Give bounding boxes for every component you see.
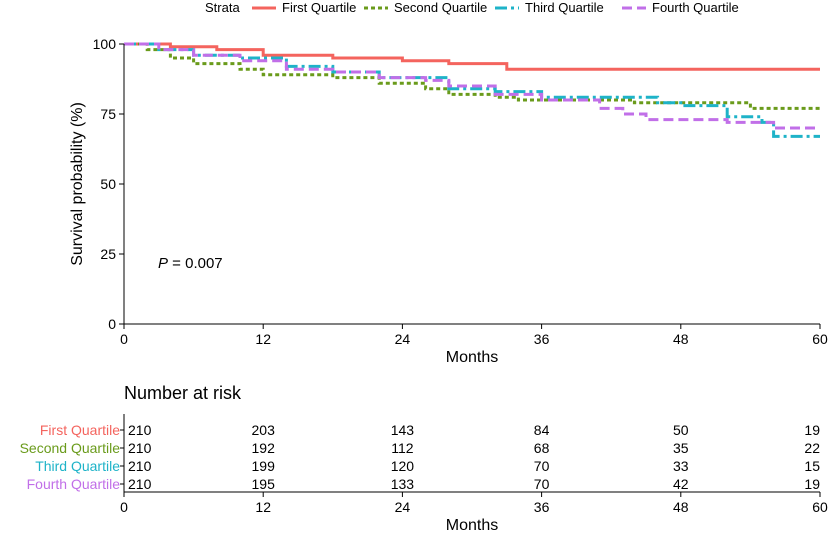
x-tick-label: 48 (673, 331, 689, 347)
risk-value: 19 (804, 422, 820, 438)
risk-x-tick-label: 12 (255, 499, 271, 515)
risk-x-tick-label: 48 (673, 499, 689, 515)
p-value-annotation: P = 0.007 (158, 255, 223, 272)
legend-items: First Quartile Second Quartile Third Quart… (252, 0, 739, 15)
legend-label-fourth-quartile: Fourth Quartile (652, 0, 739, 15)
y-tick-label: 100 (93, 36, 117, 52)
risk-value: 203 (252, 422, 276, 438)
y-tick-label: 50 (100, 176, 116, 192)
risk-x-axis-title: Months (446, 517, 498, 534)
risk-value: 210 (128, 422, 152, 438)
legend-title: Strata (205, 0, 240, 15)
legend: Strata First Quartile Second Quartile Thir… (205, 0, 739, 15)
km-curve-first-quartile (124, 42, 820, 71)
risk-value: 210 (128, 476, 152, 492)
risk-value: 112 (391, 440, 414, 456)
risk-x-tick-label: 36 (534, 499, 550, 515)
x-tick-label: 0 (120, 331, 128, 347)
risk-x-ticks: 0 12 24 36 48 60 (120, 492, 828, 515)
risk-x-tick-label: 60 (812, 499, 828, 515)
risk-value: 42 (673, 476, 689, 492)
risk-value: 35 (673, 440, 689, 456)
legend-label-third-quartile: Third Quartile (525, 0, 604, 15)
x-ticks: 0 12 24 36 48 60 (120, 324, 828, 347)
y-tick-label: 25 (100, 246, 116, 262)
km-curve-third-quartile (124, 42, 820, 138)
risk-row-label-first-quartile: First Quartile (40, 422, 120, 438)
x-tick-label: 36 (534, 331, 550, 347)
risk-value: 70 (534, 458, 550, 474)
risk-row-label-third-quartile: Third Quartile (35, 458, 120, 474)
risk-value: 22 (804, 440, 820, 456)
x-tick-label: 24 (395, 331, 411, 347)
risk-value: 133 (391, 476, 415, 492)
km-curve-second-quartile (124, 42, 820, 110)
risk-rows: First Quartile 210 203 143 84 50 19 Second Quar… (20, 422, 821, 492)
x-tick-label: 12 (255, 331, 271, 347)
y-tick-label: 75 (100, 106, 116, 122)
km-curves (124, 42, 820, 138)
risk-value: 19 (804, 476, 820, 492)
km-curve-fourth-quartile (124, 42, 820, 130)
risk-table-title: Number at risk (124, 383, 242, 403)
legend-label-first-quartile: First Quartile (282, 0, 356, 15)
risk-value: 70 (534, 476, 550, 492)
risk-x-tick-label: 24 (395, 499, 411, 515)
y-tick-label: 0 (108, 316, 116, 332)
risk-table: Number at risk First Quartile 210 203 143 84… (20, 383, 828, 534)
risk-x-tick-label: 0 (120, 499, 128, 515)
x-tick-label: 60 (812, 331, 828, 347)
risk-value: 199 (252, 458, 276, 474)
y-ticks: 0 25 50 75 100 (93, 36, 124, 332)
risk-value: 143 (391, 422, 415, 438)
risk-row-label-second-quartile: Second Quartile (20, 440, 121, 456)
risk-value: 120 (391, 458, 415, 474)
risk-value: 195 (252, 476, 276, 492)
y-axis-title: Survival probability (%) (69, 102, 86, 266)
risk-value: 68 (534, 440, 550, 456)
risk-row-label-fourth-quartile: Fourth Quartile (27, 476, 121, 492)
risk-value: 15 (804, 458, 820, 474)
risk-value: 192 (252, 440, 276, 456)
risk-value: 210 (128, 458, 152, 474)
legend-label-second-quartile: Second Quartile (394, 0, 487, 15)
plot-area: 0 25 50 75 100 0 12 24 36 48 60 Survival probabil… (69, 36, 828, 366)
x-axis-title: Months (446, 349, 498, 366)
risk-value: 33 (673, 458, 689, 474)
risk-value: 210 (128, 440, 152, 456)
risk-value: 84 (534, 422, 550, 438)
p-text: = 0.007 (168, 255, 223, 272)
risk-value: 50 (673, 422, 689, 438)
p-label: P (158, 255, 168, 272)
